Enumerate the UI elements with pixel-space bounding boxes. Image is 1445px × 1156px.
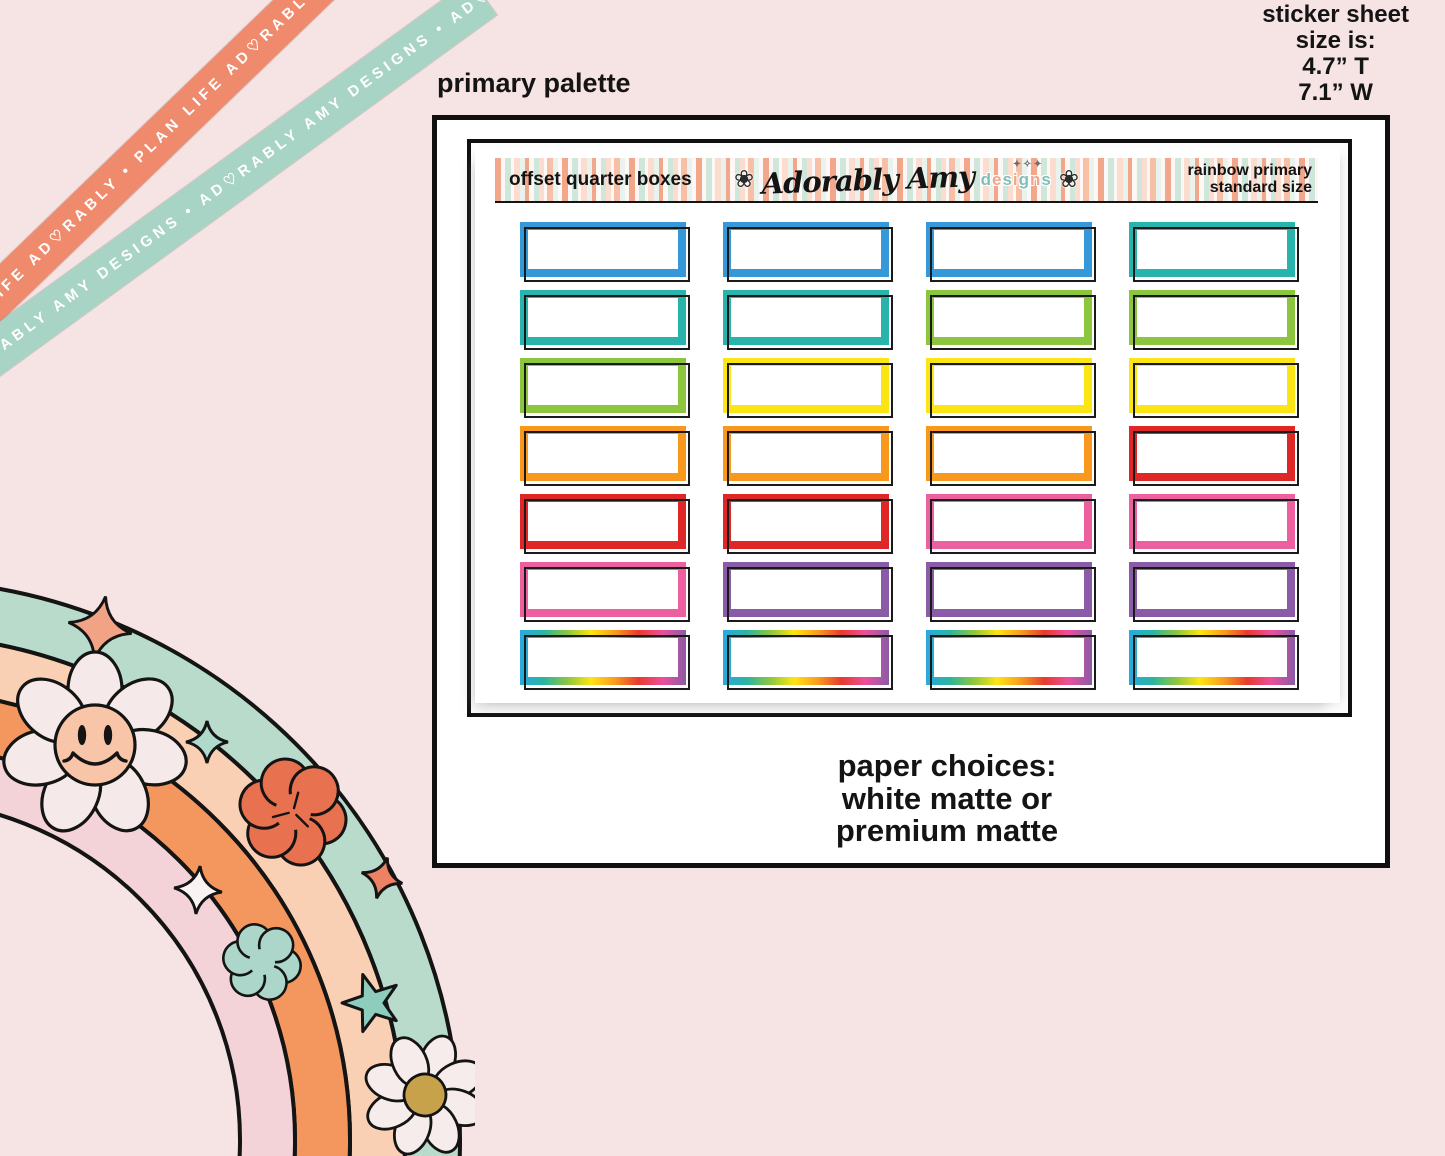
- sticker-colored-border: [723, 290, 889, 345]
- sticker-colored-border: [926, 562, 1092, 617]
- sticker-sheet-size-note: sticker sheet size is: 4.7” T 7.1” W: [1262, 1, 1409, 106]
- die-cut-outline: [524, 227, 690, 282]
- quarter-box-sticker-yellow: [1129, 358, 1299, 418]
- sparkle-icon: [185, 720, 229, 764]
- sticker-colored-border: [1129, 222, 1295, 277]
- die-cut-outline: [930, 363, 1096, 418]
- die-cut-outline: [727, 567, 893, 622]
- brand-designs-text: ✦✧✦ designs: [980, 158, 1052, 189]
- retro-rainbow-illustration: [0, 587, 475, 1156]
- gold-daisy-flower: [364, 1034, 475, 1156]
- die-cut-outline: [1133, 635, 1299, 690]
- die-cut-outline: [727, 431, 893, 486]
- die-cut-outline: [524, 635, 690, 690]
- die-cut-outline: [930, 295, 1096, 350]
- die-cut-outline: [727, 295, 893, 350]
- quarter-box-sticker-teal: [1129, 222, 1299, 282]
- palette-title: primary palette: [437, 68, 631, 98]
- palette-size-label: rainbow primary standard size: [1187, 161, 1312, 197]
- quarter-box-sticker-red: [520, 494, 690, 554]
- quarter-box-sticker-blue: [723, 222, 893, 282]
- die-cut-outline: [1133, 567, 1299, 622]
- die-cut-outline: [524, 363, 690, 418]
- star-icon: [340, 972, 398, 1034]
- quarter-box-sticker-orange: [723, 426, 893, 486]
- die-cut-outline: [524, 431, 690, 486]
- die-cut-outline: [1133, 363, 1299, 418]
- sticker-colored-border: [520, 630, 686, 685]
- die-cut-outline: [727, 227, 893, 282]
- quarter-box-sticker-rainbow: [1129, 630, 1299, 690]
- smiley-daisy-flower: [2, 650, 188, 833]
- die-cut-outline: [930, 567, 1096, 622]
- paper-choices-note: paper choices: white matte or premium matt…: [835, 748, 1059, 849]
- sticker-sheet-frame: offset quarter boxes ❀ Adorably Amy ✦✧✦ d…: [467, 139, 1352, 717]
- quarter-box-sticker-rainbow: [520, 630, 690, 690]
- sticker-colored-border: [1129, 630, 1295, 685]
- quarter-box-sticker-pink: [520, 562, 690, 622]
- quarter-box-sticker-green: [1129, 290, 1299, 350]
- quarter-box-sticker-purple: [1129, 562, 1299, 622]
- quarter-box-sticker-yellow: [926, 358, 1096, 418]
- sticker-colored-border: [1129, 290, 1295, 345]
- brand-logo: ❀ Adorably Amy ✦✧✦ designs ❀: [734, 158, 1079, 201]
- quarter-box-sticker-red: [723, 494, 893, 554]
- sticker-sheet: offset quarter boxes ❀ Adorably Amy ✦✧✦ d…: [475, 147, 1340, 703]
- quarter-box-sticker-red: [1129, 426, 1299, 486]
- die-cut-outline: [1133, 295, 1299, 350]
- sparkle-icon: [360, 856, 404, 900]
- sticker-colored-border: [926, 358, 1092, 413]
- quarter-box-sticker-rainbow: [926, 630, 1096, 690]
- die-cut-outline: [727, 363, 893, 418]
- quarter-box-sticker-pink: [1129, 494, 1299, 554]
- daisy-icon: ❀: [1058, 165, 1079, 193]
- quarter-box-sticker-green: [926, 290, 1096, 350]
- quarter-box-sticker-orange: [926, 426, 1096, 486]
- die-cut-outline: [930, 635, 1096, 690]
- quarter-box-sticker-pink: [926, 494, 1096, 554]
- quarter-box-sticker-yellow: [723, 358, 893, 418]
- quarter-box-sticker-orange: [520, 426, 690, 486]
- sticker-colored-border: [723, 426, 889, 481]
- die-cut-outline: [524, 295, 690, 350]
- sticker-colored-border: [723, 630, 889, 685]
- quarter-box-sticker-purple: [723, 562, 893, 622]
- quarter-box-sticker-blue: [926, 222, 1096, 282]
- die-cut-outline: [727, 499, 893, 554]
- quarter-box-sticker-blue: [520, 222, 690, 282]
- brand-script-text: Adorably Amy: [760, 158, 975, 201]
- die-cut-outline: [930, 499, 1096, 554]
- die-cut-outline: [1133, 431, 1299, 486]
- die-cut-outline: [930, 431, 1096, 486]
- washi-tape-header: offset quarter boxes ❀ Adorably Amy ✦✧✦ d…: [495, 158, 1318, 203]
- teal-flower: [222, 923, 302, 1001]
- sticker-colored-border: [520, 290, 686, 345]
- sticker-colored-border: [520, 562, 686, 617]
- quarter-box-sticker-teal: [520, 290, 690, 350]
- die-cut-outline: [524, 499, 690, 554]
- sticker-grid: [520, 222, 1299, 690]
- product-frame: offset quarter boxes ❀ Adorably Amy ✦✧✦ d…: [432, 115, 1390, 868]
- sticker-colored-border: [1129, 358, 1295, 413]
- die-cut-outline: [727, 635, 893, 690]
- daisy-icon: ❀: [734, 165, 755, 193]
- quarter-box-sticker-green: [520, 358, 690, 418]
- quarter-box-sticker-rainbow: [723, 630, 893, 690]
- die-cut-outline: [1133, 499, 1299, 554]
- sticker-colored-border: [723, 222, 889, 277]
- quarter-box-sticker-teal: [723, 290, 893, 350]
- sheet-name-label: offset quarter boxes: [509, 168, 692, 190]
- sparkles-icon: ✦✧✦: [1012, 158, 1044, 170]
- die-cut-outline: [930, 227, 1096, 282]
- die-cut-outline: [1133, 227, 1299, 282]
- quarter-box-sticker-purple: [926, 562, 1096, 622]
- sparkle-icon: [173, 865, 223, 915]
- die-cut-outline: [524, 567, 690, 622]
- coral-flower: [238, 757, 348, 867]
